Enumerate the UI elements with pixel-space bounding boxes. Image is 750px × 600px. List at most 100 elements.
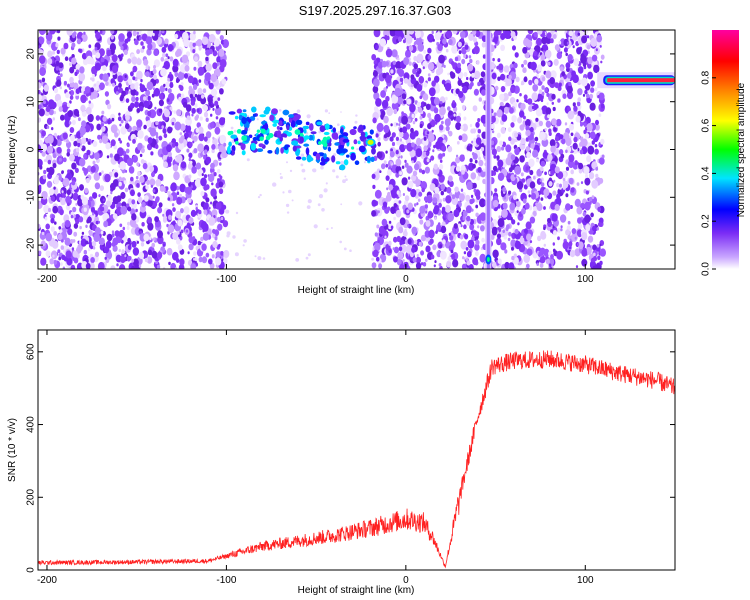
noise-blob xyxy=(169,71,172,76)
noise-blob xyxy=(399,217,406,226)
noise-blob xyxy=(439,244,443,249)
noise-blob xyxy=(214,126,221,135)
noise-blob xyxy=(149,127,157,137)
noise-blob xyxy=(172,58,179,67)
noise-blob xyxy=(56,49,60,55)
noise-blob xyxy=(131,265,135,269)
noise-blob xyxy=(169,82,174,89)
noise-blob xyxy=(541,76,546,82)
noise-blob xyxy=(560,228,563,232)
noise-blob xyxy=(74,167,79,173)
noise-blob xyxy=(67,83,70,88)
noise-blob xyxy=(110,124,118,134)
noise-blob xyxy=(401,126,408,134)
faint-noise xyxy=(295,258,300,262)
noise-blob xyxy=(157,230,163,239)
noise-blob xyxy=(52,162,57,169)
noise-blob xyxy=(94,251,100,258)
signal-blob xyxy=(309,123,314,131)
noise-blob xyxy=(526,151,531,159)
noise-blob xyxy=(592,244,597,251)
colorbar-tick-label: 0.6 xyxy=(701,118,712,132)
noise-blob xyxy=(543,188,550,197)
noise-blob xyxy=(176,109,182,117)
noise-blob xyxy=(88,196,93,202)
noise-blob xyxy=(201,243,207,251)
noise-blob xyxy=(205,156,212,164)
noise-blob xyxy=(470,194,474,198)
noise-blob xyxy=(148,195,154,201)
noise-blob xyxy=(66,30,73,36)
noise-blob xyxy=(43,204,50,214)
noise-blob xyxy=(394,87,402,97)
noise-blob xyxy=(53,176,60,185)
noise-blob xyxy=(94,152,100,160)
noise-blob xyxy=(386,187,389,191)
faint-noise xyxy=(342,179,346,184)
noise-blob xyxy=(88,100,92,104)
noise-blob xyxy=(107,103,112,110)
noise-blob xyxy=(565,229,570,236)
noise-blob xyxy=(120,126,127,135)
noise-blob xyxy=(428,87,436,97)
noise-blob xyxy=(52,205,59,214)
noise-blob xyxy=(475,239,480,246)
noise-blob xyxy=(207,96,213,104)
noise-blob xyxy=(519,93,522,97)
noise-blob xyxy=(75,94,80,100)
x-tick-label: 100 xyxy=(577,274,594,285)
noise-blob xyxy=(457,223,461,228)
noise-blob xyxy=(528,194,531,198)
faint-noise xyxy=(307,253,311,257)
noise-blob xyxy=(401,165,405,169)
noise-blob xyxy=(377,141,382,147)
noise-blob xyxy=(88,44,92,49)
noise-blob xyxy=(430,254,435,260)
noise-blob xyxy=(196,108,200,113)
noise-blob xyxy=(514,240,522,250)
noise-blob xyxy=(196,94,202,102)
signal-blob xyxy=(305,147,310,156)
noise-blob xyxy=(435,83,440,90)
noise-blob xyxy=(580,136,584,142)
noise-blob xyxy=(561,71,566,77)
faint-noise xyxy=(234,252,239,257)
noise-blob xyxy=(78,48,81,53)
noise-blob xyxy=(383,124,390,134)
noise-blob xyxy=(535,117,539,122)
noise-blob xyxy=(577,32,581,36)
noise-blob xyxy=(102,73,109,82)
noise-blob xyxy=(69,127,75,133)
noise-blob xyxy=(543,226,546,231)
noise-blob xyxy=(441,145,447,152)
noise-blob xyxy=(83,31,86,35)
noise-blob xyxy=(430,155,435,161)
noise-blob xyxy=(400,155,403,159)
noise-blob xyxy=(590,87,595,93)
noise-blob xyxy=(569,250,576,258)
noise-blob xyxy=(480,146,485,152)
noise-blob xyxy=(69,66,75,74)
noise-blob xyxy=(78,241,81,244)
signal-blob xyxy=(307,157,314,162)
signal-blob xyxy=(240,130,248,135)
noise-blob xyxy=(411,226,418,235)
noise-blob xyxy=(205,49,211,56)
signal-blob xyxy=(349,128,357,136)
noise-blob xyxy=(177,141,185,150)
noise-blob xyxy=(502,202,508,210)
noise-blob xyxy=(395,209,402,218)
noise-blob xyxy=(386,169,392,177)
noise-blob xyxy=(525,146,531,153)
noise-blob xyxy=(545,70,552,79)
noise-blob xyxy=(547,217,551,224)
noise-blob xyxy=(393,236,398,243)
streak-spot-core xyxy=(486,256,490,262)
noise-blob xyxy=(88,247,91,252)
noise-blob xyxy=(442,197,446,202)
noise-blob xyxy=(135,208,138,213)
noise-blob xyxy=(118,112,121,116)
noise-blob xyxy=(516,181,524,190)
noise-blob xyxy=(38,144,42,153)
noise-blob xyxy=(452,259,459,268)
